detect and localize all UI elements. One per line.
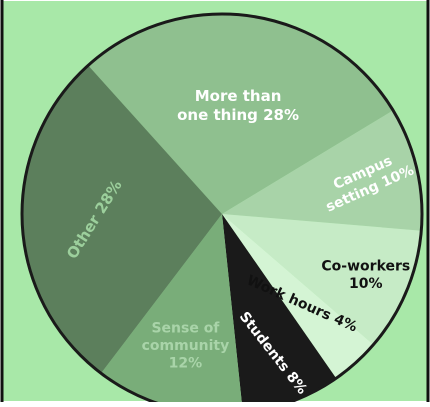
slice-label-more-than-one-thing: More than one thing 28% <box>177 87 299 124</box>
pie-slice-campus-setting <box>222 110 422 231</box>
pie-slice-sense-of-community <box>101 214 243 407</box>
pie-slice-work-hours <box>222 214 374 379</box>
pie-slice-students <box>222 214 337 407</box>
pie-outline <box>20 12 424 407</box>
pie-slice-co-workers <box>222 214 422 345</box>
pie-slice-more-than-one-thing <box>88 13 394 214</box>
pie-slice-other <box>21 65 223 374</box>
slice-label-sense-of-community: Sense of community 12% <box>142 320 230 371</box>
slice-label-co-workers: Co-workers 10% <box>321 259 410 293</box>
pie-slices <box>21 13 422 407</box>
